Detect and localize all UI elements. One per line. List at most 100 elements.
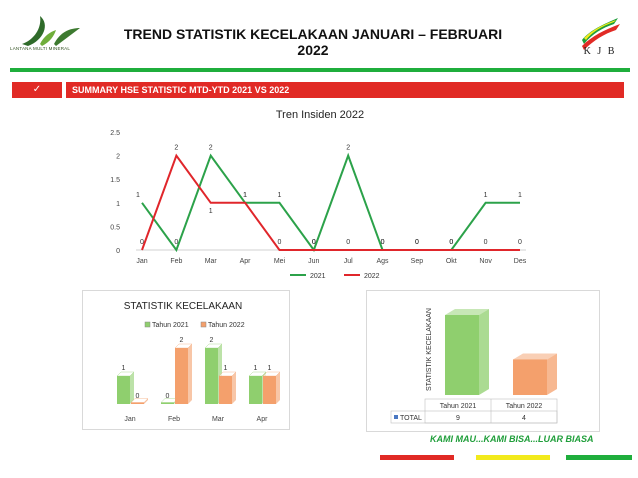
bar-side [479,309,489,395]
bar-front [263,376,276,404]
slogan: KAMI MAU...KAMI BISA...LUAR BIASA [430,434,594,444]
y-tick-label: 0 [116,248,120,255]
footer-stripe-green [566,455,632,460]
bar-front [175,348,188,404]
legend-swatch-tahun-2021 [144,321,151,328]
kjb-logo [582,18,620,50]
page-title: TREND STATISTIK KECELAKAAN JANUARI – FEB… [123,26,503,58]
bar-front [513,359,547,395]
total-bar-2022 [513,353,557,395]
x-tick-label: Feb [168,416,180,423]
header-divider [10,68,630,72]
data-label-2021: 1 [243,192,247,199]
table-header-cell: Tahun 2021 [440,403,477,410]
bar-data-label: 0 [136,393,140,400]
x-tick-label: Jan [136,258,147,265]
data-label-2022: 0 [140,239,144,246]
bar-side [144,398,148,404]
x-tick-label: Jul [344,258,353,265]
bar-front [131,402,144,404]
x-tick-label: Mar [212,416,225,423]
total-bar-chart: STATISTIK KECELAKAAN Tahun 2021 9 Tahun 202… [390,308,558,424]
data-label-2022: 1 [209,208,213,215]
bar-data-label: 1 [224,365,228,372]
y-axis-title: STATISTIK KECELAKAAN [426,308,433,391]
table-header-cell: Tahun 2022 [506,403,543,410]
data-label-2021: 0 [312,239,316,246]
data-label-2022: 0 [381,239,385,246]
table-value-cell: 9 [456,415,460,422]
bar-front [161,402,174,404]
data-label-2021: 2 [209,145,213,152]
total-bar-chart-panel: STATISTIK KECELAKAAN Tahun 2021 9 Tahun 202… [366,290,600,432]
total-bar-2021 [445,309,489,395]
bar-front [117,376,130,404]
bar-jan-2021 [116,371,135,404]
x-tick-label: Ags [377,258,390,265]
series-line-2022 [141,153,520,251]
legend-label-2021: 2021 [310,273,326,280]
data-label-2022: 2 [174,145,178,152]
legend-label-tahun-2021: Tahun 2021 [152,322,189,329]
bar-data-label: 1 [268,365,272,372]
data-label-2021: 1 [484,192,488,199]
bar-front [445,315,479,395]
legend-swatch-tahun-2022 [200,321,207,328]
series-line-2021 [141,152,520,253]
data-label-2022: 0 [278,239,282,246]
data-label-2021: 0 [381,239,385,246]
trend-line-chart: Tren Insiden 2022 0 0.5 1 1.5 2 2.5 Jan Feb Mar Ap… [110,109,527,280]
data-label-2022: 0 [312,239,316,246]
data-label-2021: 2 [346,145,350,152]
data-label-2021: 1 [136,192,140,199]
bar-data-label: 0 [166,393,170,400]
bar-side [188,344,192,404]
x-tick-label: Jan [124,416,135,423]
x-tick-label: Okt [446,258,457,265]
bar-data-label: 1 [254,365,258,372]
check-icon: ✓ [12,82,62,98]
data-label-2022: 0 [518,239,522,246]
bar-front [205,348,218,404]
data-label-2022: 0 [484,239,488,246]
monthly-bar-chart-panel: STATISTIK KECELAKAAN Tahun 2021 Tahun 2022… [82,290,290,430]
bar-jan-2022 [130,398,149,404]
x-tick-label: Sep [411,258,424,265]
x-tick-label: Nov [479,258,492,265]
footer-stripe-yellow [476,455,550,460]
data-label-2022: 0 [415,239,419,246]
monthly-bar-chart: STATISTIK KECELAKAAN Tahun 2021 Tahun 2022… [116,301,281,423]
data-label-2022: 0 [346,239,350,246]
company-logo-text: LANTANA MULTI MINERAL [10,46,71,51]
data-label-2021: 0 [415,239,419,246]
legend-label-2022: 2022 [364,273,380,280]
bar-side [276,372,280,404]
x-tick-label: Jun [308,258,319,265]
data-label-2022: 0 [449,239,453,246]
x-tick-label: Des [514,258,527,265]
table-row-label: TOTAL [400,415,422,422]
bar-front [219,376,232,404]
bar-top [513,353,557,360]
data-label-2021: 0 [449,239,453,246]
legend-label-tahun-2022: Tahun 2022 [208,322,245,329]
bar-side [232,372,236,404]
x-tick-label: Apr [257,416,269,423]
x-tick-label: Mei [274,258,286,265]
bar-front [249,376,262,404]
bar-data-label: 2 [180,337,184,344]
footer-stripe-red [380,455,454,460]
y-tick-label: 2.5 [110,130,120,137]
bar-chart-title: STATISTIK KECELAKAAN [124,301,243,312]
x-tick-label: Mar [205,258,218,265]
kjb-logo-text: K J B [583,46,617,57]
data-label-2021: 1 [518,192,522,199]
y-tick-label: 2 [116,154,120,161]
bar-top [445,309,489,315]
bar-apr-2022 [262,371,281,404]
y-tick-label: 0.5 [110,224,120,231]
data-label-2022: 1 [243,192,247,199]
chart-title: Tren Insiden 2022 [276,109,364,121]
bar-side [547,353,557,395]
y-tick-label: 1 [116,201,120,208]
